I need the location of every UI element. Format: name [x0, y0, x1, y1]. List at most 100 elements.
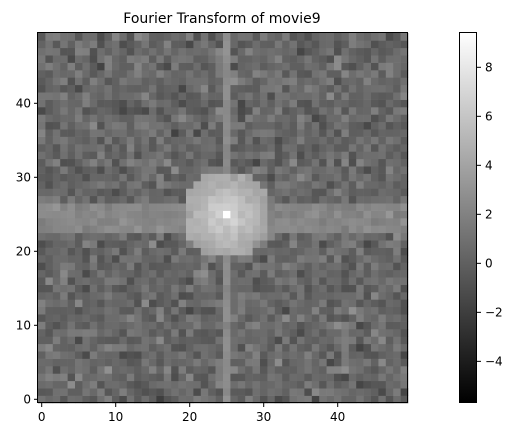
heatmap-cell: [341, 47, 350, 56]
heatmap-cell: [97, 380, 105, 389]
heatmap-cell: [52, 173, 61, 182]
heatmap-cell: [119, 277, 128, 285]
heatmap-cell: [149, 99, 157, 108]
heatmap-cell: [178, 173, 187, 182]
heatmap-cell: [134, 358, 142, 367]
heatmap-cell: [297, 55, 305, 63]
heatmap-cell: [230, 47, 239, 56]
heatmap-cell: [75, 136, 83, 145]
heatmap-cell: [400, 329, 409, 337]
heatmap-cell: [237, 92, 246, 100]
heatmap-cell: [193, 195, 202, 204]
heatmap-cell: [119, 314, 128, 322]
heatmap-cell: [178, 84, 187, 93]
heatmap-cell: [371, 99, 379, 108]
heatmap-cell: [193, 114, 202, 123]
heatmap-cell: [341, 129, 350, 137]
heatmap-cell: [311, 203, 320, 211]
heatmap-cell: [193, 336, 202, 345]
heatmap-cell: [60, 158, 68, 167]
heatmap-cell: [119, 380, 128, 389]
heatmap-cell: [393, 195, 401, 204]
heatmap-cell: [200, 77, 209, 86]
heatmap-cell: [245, 40, 253, 49]
heatmap-cell: [82, 240, 91, 248]
heatmap-cell: [297, 33, 305, 41]
heatmap-cell: [393, 181, 401, 189]
heatmap-cell: [385, 144, 394, 152]
heatmap-cell: [400, 33, 409, 41]
heatmap-cell: [245, 358, 253, 367]
heatmap-cell: [356, 329, 364, 337]
heatmap-cell: [237, 121, 246, 130]
heatmap-cell: [45, 388, 54, 396]
heatmap-cell: [178, 329, 187, 337]
heatmap-cell: [260, 129, 268, 137]
heatmap-cell: [52, 329, 61, 337]
heatmap-cell: [38, 388, 46, 396]
heatmap-cell: [67, 33, 76, 41]
heatmap-cell: [304, 255, 313, 263]
heatmap-cell: [186, 166, 194, 174]
heatmap-cell: [363, 195, 372, 204]
heatmap-cell: [208, 366, 216, 374]
heatmap-cell: [178, 107, 187, 115]
heatmap-cell: [245, 292, 253, 300]
heatmap-cell: [400, 121, 409, 130]
heatmap-cell: [149, 203, 157, 211]
heatmap-cell: [260, 121, 268, 130]
heatmap-cell: [371, 255, 379, 263]
heatmap-cell: [400, 151, 409, 160]
heatmap-cell: [149, 292, 157, 300]
heatmap-cell: [237, 284, 246, 293]
heatmap-cell: [223, 62, 231, 71]
heatmap-cell: [363, 144, 372, 152]
heatmap-cell: [326, 351, 335, 359]
heatmap-cell: [385, 47, 394, 56]
heatmap-cell: [200, 107, 209, 115]
heatmap-cell: [245, 188, 253, 197]
heatmap-cell: [75, 210, 83, 219]
heatmap-cell: [45, 262, 54, 271]
heatmap-cell: [60, 366, 68, 374]
heatmap-cell: [112, 232, 120, 241]
heatmap-cell: [38, 366, 46, 374]
heatmap-cell: [282, 388, 290, 396]
heatmap-cell: [297, 358, 305, 367]
heatmap-cell: [378, 314, 387, 322]
heatmap-cell: [245, 284, 253, 293]
heatmap-cell: [252, 203, 261, 211]
heatmap-cell: [400, 373, 409, 382]
heatmap-cell: [297, 351, 305, 359]
heatmap-cell: [319, 33, 327, 41]
heatmap-cell: [149, 47, 157, 56]
heatmap-cell: [134, 195, 142, 204]
heatmap-cell: [178, 351, 187, 359]
heatmap-cell: [311, 77, 320, 86]
heatmap-cell: [326, 232, 335, 241]
heatmap-cell: [156, 380, 165, 389]
heatmap-cell: [356, 114, 364, 123]
heatmap-cell: [319, 70, 327, 78]
heatmap-cell: [215, 358, 224, 367]
heatmap-cell: [104, 99, 113, 108]
heatmap-cell: [60, 255, 68, 263]
heatmap-cell: [371, 388, 379, 396]
heatmap-cell: [326, 380, 335, 389]
heatmap-cell: [156, 388, 165, 396]
heatmap-cell: [356, 188, 364, 197]
heatmap-cell: [363, 173, 372, 182]
heatmap-cell: [156, 77, 165, 86]
heatmap-cell: [297, 329, 305, 337]
heatmap-cell: [371, 292, 379, 300]
colorbar-tick-label: 6: [485, 109, 493, 123]
heatmap-cell: [400, 158, 409, 167]
heatmap-cell: [104, 262, 113, 271]
heatmap-cell: [186, 343, 194, 352]
heatmap-cell: [319, 218, 327, 226]
heatmap-cell: [112, 240, 120, 248]
heatmap-cell: [52, 129, 61, 137]
heatmap-cell: [75, 247, 83, 256]
heatmap-cell: [363, 255, 372, 263]
heatmap-cell: [38, 136, 46, 145]
